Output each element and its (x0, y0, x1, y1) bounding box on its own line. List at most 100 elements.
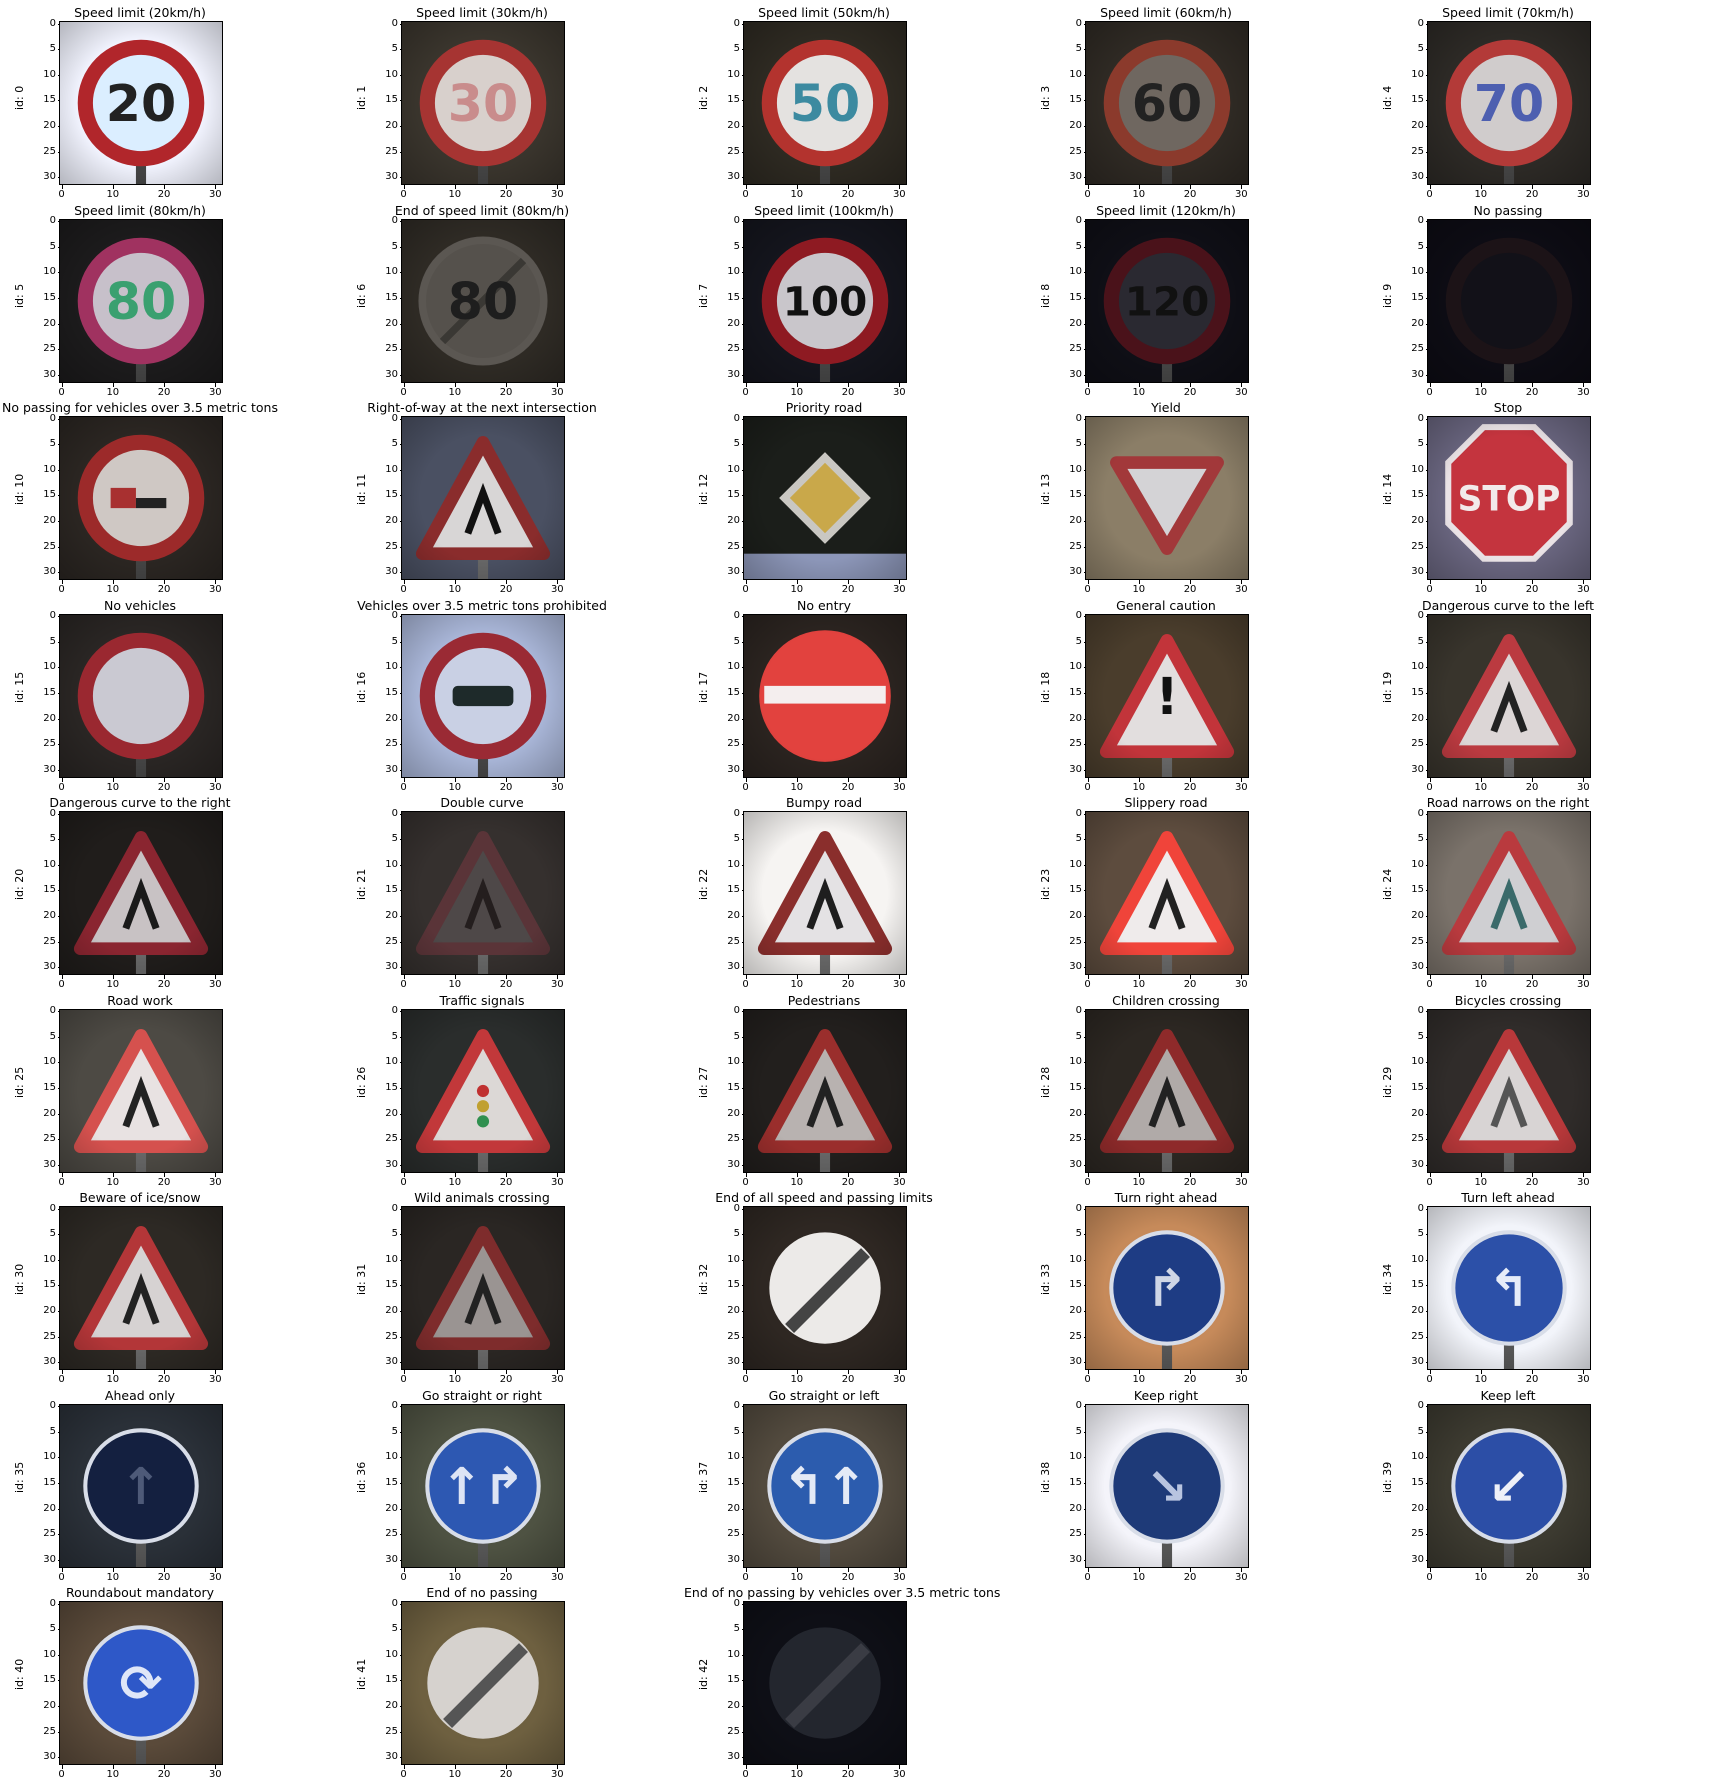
subplot-ylabel: id: 12 (698, 474, 710, 505)
sign-image: ↱ (1085, 1206, 1249, 1370)
y-tick-label: 20 (1404, 319, 1424, 329)
subplot-ylabel: id: 20 (14, 869, 26, 900)
subplot-ylabel: id: 5 (14, 283, 26, 307)
y-tick-label: 0 (36, 414, 56, 424)
sign-image: 120 (1085, 219, 1249, 383)
pedestrians-sign (744, 1010, 906, 1172)
y-tick-label: 10 (378, 465, 398, 475)
y-tick-label: 30 (378, 765, 398, 775)
x-tick-label: 30 (547, 1770, 567, 1780)
y-tick-label: 20 (36, 1109, 56, 1119)
y-tick-label: 5 (720, 439, 740, 449)
y-tick-label: 25 (36, 1529, 56, 1539)
sign-image: 70 (1427, 21, 1591, 185)
y-tick-label: 0 (378, 1599, 398, 1609)
subplot-ylabel: id: 4 (1382, 86, 1394, 110)
x-tick-label: 0 (52, 1770, 72, 1780)
y-tick-label: 0 (1062, 1401, 1082, 1411)
y-tick-label: 0 (1062, 1204, 1082, 1214)
y-tick-label: 15 (36, 1083, 56, 1093)
y-tick-label: 0 (720, 1401, 740, 1411)
y-tick-label: 25 (1404, 542, 1424, 552)
subplot-ylabel: id: 15 (14, 671, 26, 702)
x-tick-label: 0 (1078, 1573, 1098, 1583)
y-tick-label: 30 (378, 172, 398, 182)
y-tick-label: 30 (378, 370, 398, 380)
y-tick-label: 30 (1062, 962, 1082, 972)
sign-image (743, 1206, 907, 1370)
y-tick-label: 0 (1404, 414, 1424, 424)
y-tick-label: 20 (1062, 516, 1082, 526)
y-tick-label: 0 (378, 414, 398, 424)
x-tick-label: 20 (1180, 1573, 1200, 1583)
y-tick-label: 20 (378, 121, 398, 131)
subplot: Turn left ahead id: 34 0 5 10 15 20 25 30 0 10 20 30… (1368, 1185, 1710, 1382)
y-tick-label: 25 (36, 147, 56, 157)
y-tick-label: 0 (36, 1401, 56, 1411)
y-tick-label: 30 (378, 1357, 398, 1367)
y-tick-label: 25 (1062, 147, 1082, 157)
y-tick-label: 15 (720, 688, 740, 698)
subplot: Go straight or left id: 37 0 5 10 15 20 25 30 0 10… (684, 1383, 1026, 1580)
subplot-ylabel: id: 24 (1382, 869, 1394, 900)
subplot-ylabel: id: 31 (356, 1264, 368, 1295)
y-tick-label: 25 (1062, 344, 1082, 354)
y-tick-label: 25 (720, 937, 740, 947)
subplot: Right-of-way at the next intersection id:… (342, 395, 684, 592)
y-tick-label: 30 (1404, 370, 1424, 380)
subplot: Bicycles crossing id: 29 0 5 10 15 20 25 30 0 10 20… (1368, 988, 1710, 1185)
y-tick-label: 10 (36, 70, 56, 80)
y-tick-label: 5 (378, 1229, 398, 1239)
y-tick-label: 30 (720, 1752, 740, 1762)
y-tick-label: 30 (1062, 172, 1082, 182)
subplot-ylabel: id: 35 (14, 1461, 26, 1492)
subplot: Keep right id: 38 0 5 10 15 20 25 30 0 10 20 30↘ (1026, 1383, 1368, 1580)
y-tick-label: 5 (1062, 637, 1082, 647)
subplot: End of no passing by vehicles over 3.5 m… (684, 1580, 1026, 1777)
y-tick-label: 20 (1062, 1109, 1082, 1119)
sign-image (401, 1206, 565, 1370)
x-tick-label: 10 (787, 1770, 807, 1780)
subplot-ylabel: id: 2 (698, 86, 710, 110)
y-tick-label: 30 (378, 1160, 398, 1170)
y-tick-label: 0 (36, 809, 56, 819)
y-tick-label: 10 (36, 860, 56, 870)
y-tick-label: 25 (36, 937, 56, 947)
y-tick-label: 10 (36, 465, 56, 475)
y-tick-label: 15 (1062, 1478, 1082, 1488)
right-of-way-sign (402, 417, 564, 579)
y-tick-label: 25 (378, 147, 398, 157)
sign-image: ↙ (1427, 1404, 1591, 1568)
y-tick-label: 20 (378, 714, 398, 724)
sign-image (1085, 1009, 1249, 1173)
y-tick-label: 20 (1404, 121, 1424, 131)
sign-image: ⟳ (59, 1601, 223, 1765)
curve-right-sign (60, 812, 222, 974)
y-tick-label: 25 (720, 1332, 740, 1342)
y-tick-label: 0 (378, 1006, 398, 1016)
x-tick-label: 20 (496, 1770, 516, 1780)
subplot: No vehicles id: 15 0 5 10 15 20 25 30 0 10 20 30 (0, 593, 342, 790)
y-tick-label: 30 (1062, 765, 1082, 775)
subplot-ylabel: id: 38 (1040, 1461, 1052, 1492)
y-tick-label: 30 (1404, 1160, 1424, 1170)
subplot-ylabel: id: 11 (356, 474, 368, 505)
subplot-ylabel: id: 27 (698, 1066, 710, 1097)
subplot-ylabel: id: 40 (14, 1659, 26, 1690)
y-tick-label: 25 (378, 344, 398, 354)
y-tick-label: 30 (720, 1555, 740, 1565)
y-tick-label: 15 (1404, 885, 1424, 895)
y-tick-label: 25 (378, 542, 398, 552)
y-tick-label: 30 (36, 1752, 56, 1762)
y-tick-label: 30 (36, 370, 56, 380)
subplot: Speed limit (70km/h) id: 4 0 5 10 15 20 25 30 0 10… (1368, 0, 1710, 197)
y-tick-label: 0 (1062, 414, 1082, 424)
no-vehicles-sign (60, 615, 222, 777)
subplot-ylabel: id: 7 (698, 283, 710, 307)
y-tick-label: 30 (720, 370, 740, 380)
keep-right-sign: ↘ (1086, 1405, 1248, 1567)
y-tick-label: 5 (1404, 1427, 1424, 1437)
sign-image (743, 614, 907, 778)
y-tick-label: 25 (720, 542, 740, 552)
y-tick-label: 5 (1404, 834, 1424, 844)
